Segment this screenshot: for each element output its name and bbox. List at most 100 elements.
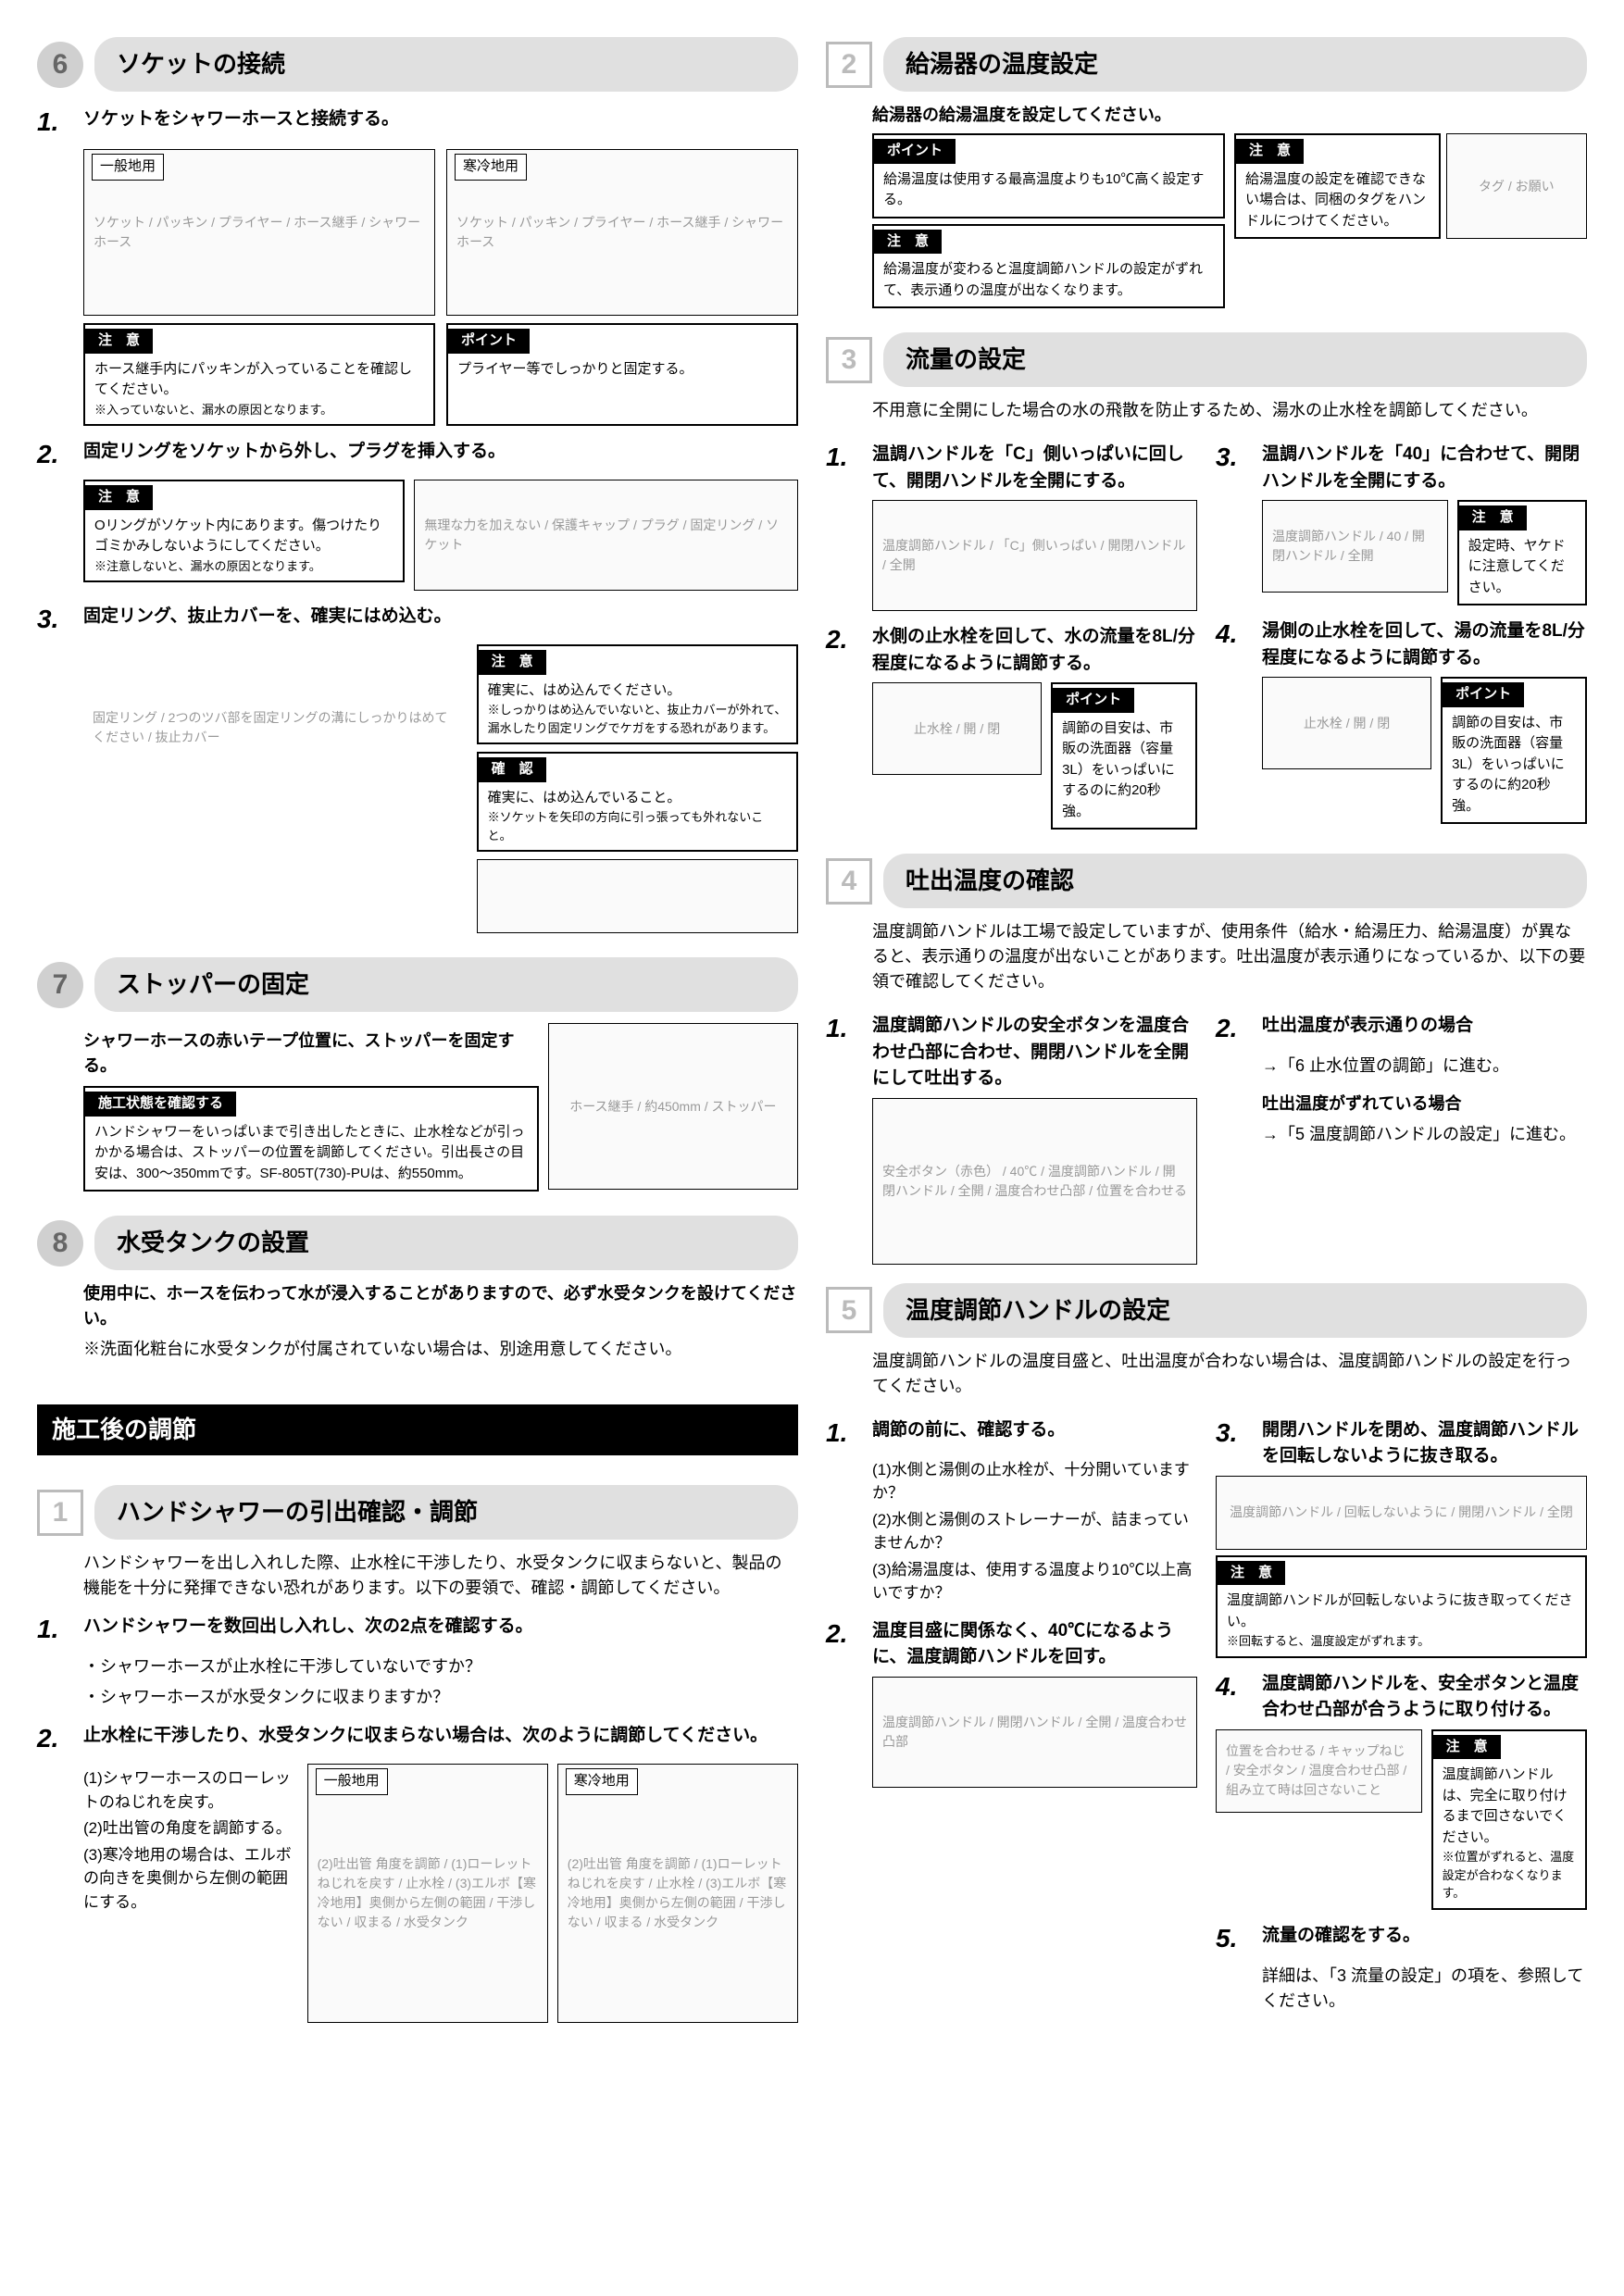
b1-1-num: 1.: [37, 1610, 74, 1649]
b1-intro: ハンドシャワーを出し入れした際、止水栓に干渉したり、水受タンクに収まらないと、製…: [83, 1551, 798, 1601]
section-7: 7 ストッパーの固定 シャワーホースの赤いテープ位置に、ストッパーを固定する。 …: [37, 957, 798, 1197]
adjust-3: 3 流量の設定 不用意に全開にした場合の水の飛散を防止するため、湯水の止水栓を調…: [826, 332, 1587, 835]
b1-diaA: 一般地用 (2)吐出管 角度を調節 / (1)ローレット ねじれを戻す / 止水…: [307, 1764, 548, 2023]
left-column: 6 ソケットの接続 1. ソケットをシャワーホースと接続する。 一般地用 ソケッ…: [37, 37, 798, 2028]
note-small: ※入っていないと、漏水の原因となります。: [94, 401, 424, 419]
note-text: 調節の目安は、市販の洗面器（容量3L）をいっぱいにするのに約20秒強。: [1452, 713, 1576, 817]
post-install-heading: 施工後の調節: [37, 1404, 798, 1455]
b2-text: 給湯器の給湯温度を設定してください。: [872, 103, 1587, 128]
adjust-1: 1 ハンドシャワーの引出確認・調節 ハンドシャワーを出し入れした際、止水栓に干渉…: [37, 1485, 798, 2028]
dia-label-cold: 寒冷地用: [455, 154, 527, 181]
b3-dia2: 止水栓 / 開 / 閉: [872, 682, 1042, 775]
b5-1-num: 1.: [826, 1414, 863, 1453]
b5-4-text: 温度調節ハンドルを、安全ボタンと温度合わせ凸部が合うように取り付ける。: [1262, 1667, 1587, 1724]
b3-dia4: 止水栓 / 開 / 閉: [1262, 677, 1431, 769]
dia-parts: 位置を合わせる / キャップねじ / 安全ボタン / 温度合わせ凸部 / 組み立…: [1226, 1741, 1412, 1800]
s6-dia3: 固定リング / 2つのツバ部を固定リングの溝にしっかりはめてください / 抜止カ…: [83, 644, 468, 811]
caution-tag: 注 意: [1218, 1561, 1285, 1586]
s6-dia-cold: 寒冷地用 ソケット / パッキン / プライヤー / ホース継手 / シャワーホ…: [446, 149, 798, 316]
b4-dia: 安全ボタン（赤色） / 40℃ / 温度調節ハンドル / 開閉ハンドル / 全開…: [872, 1098, 1197, 1265]
box-3-badge: 3: [826, 337, 872, 383]
s6-1-text: ソケットをシャワーホースと接続する。: [83, 103, 798, 142]
b3-3-num: 3.: [1216, 438, 1253, 494]
note-text: 設定時、ヤケドに注意してください。: [1468, 536, 1576, 599]
note-small: ※回転すると、温度設定がずれます。: [1227, 1632, 1576, 1651]
dia-parts: ソケット / パッキン / プライヤー / ホース継手 / シャワーホース: [94, 213, 425, 252]
b3-2-text: 水側の止水栓を回して、水の流量を8L/分程度になるように調節する。: [872, 620, 1197, 677]
right-column: 2 給湯器の温度設定 給湯器の給湯温度を設定してください。 ポイント 給湯温度は…: [826, 37, 1587, 2028]
b2-point: ポイント 給湯温度は使用する最高温度よりも10℃高く設定する。: [872, 133, 1225, 218]
b5-checklist: (1)水側と湯側の止水栓が、十分開いていますか？ (2)水側と湯側のストレーナー…: [872, 1458, 1197, 1605]
b1-1b: ・シャワーホースが水受タンクに収まりますか？: [83, 1685, 798, 1710]
b1-adj1: (1)シャワーホースのローレットのねじれを戻す。: [83, 1766, 298, 1814]
b4-intro: 温度調節ハンドルは工場で設定していますが、使用条件（給水・給湯圧力、給湯温度）が…: [872, 919, 1587, 994]
s6-dia2: 無理な力を加えない / 保護キャップ / プラグ / 固定リング / ソケット: [414, 480, 798, 591]
b4-2c: →「5 温度調節ハンドルの設定」に進む。: [1262, 1122, 1587, 1147]
s6-note3a: 注 意 確実に、はめ込んでください。 ※しっかりはめ込んでいないと、抜止カバーが…: [477, 644, 798, 744]
note-text: 給湯温度が変わると温度調節ハンドルの設定がずれて、表示通りの温度が出なくなります…: [883, 259, 1214, 301]
dia-label-general: 一般地用: [92, 154, 164, 181]
s8-text1: 使用中に、ホースを伝わって水が浸入することがありますので、必ず水受タンクを設けて…: [83, 1281, 798, 1331]
b5-3-num: 3.: [1216, 1414, 1253, 1470]
s6-point1: ポイント プライヤー等でしっかりと固定する。: [446, 323, 798, 426]
caution-tag: 注 意: [874, 230, 942, 255]
section-8-title: 水受タンクの設置: [94, 1216, 798, 1270]
b5-dia3: 温度調節ハンドル / 回転しないように / 開閉ハンドル / 全閉: [1216, 1476, 1587, 1550]
b1-1a: ・シャワーホースが止水栓に干渉していないですか？: [83, 1654, 798, 1679]
b1-adjust-list: (1)シャワーホースのローレットのねじれを戻す。 (2)吐出管の角度を調節する。…: [83, 1764, 298, 1916]
s8-text2: ※洗面化粧台に水受タンクが付属されていない場合は、別途用意してください。: [83, 1337, 798, 1362]
s6-2-num: 2.: [37, 435, 74, 474]
s6-dia-general: 一般地用 ソケット / パッキン / プライヤー / ホース継手 / シャワーホ…: [83, 149, 435, 316]
caution-tag: 注 意: [1459, 505, 1527, 530]
b5-chk3: (3)給湯温度は、使用する温度より10℃以上高いですか？: [872, 1558, 1197, 1605]
adjust-1-title: ハンドシャワーの引出確認・調節: [94, 1485, 798, 1540]
adjust-3-title: 流量の設定: [883, 332, 1587, 387]
note-text: 調節の目安は、市販の洗面器（容量3L）をいっぱいにするのに約20秒強。: [1062, 718, 1186, 823]
dia-parts: 温度調節ハンドル / 回転しないように / 開閉ハンドル / 全閉: [1230, 1503, 1573, 1522]
b1-adj2: (2)吐出管の角度を調節する。: [83, 1816, 298, 1841]
page: 6 ソケットの接続 1. ソケットをシャワーホースと接続する。 一般地用 ソケッ…: [37, 37, 1587, 2028]
caution-tag: 注 意: [85, 329, 153, 354]
b5-dia2: 温度調節ハンドル / 開閉ハンドル / 全開 / 温度合わせ凸部: [872, 1677, 1197, 1788]
b1-1-text: ハンドシャワーを数回出し入れし、次の2点を確認する。: [83, 1610, 798, 1649]
s6-2-text: 固定リングをソケットから外し、プラグを挿入する。: [83, 435, 798, 474]
step-8-badge: 8: [37, 1220, 83, 1267]
s6-note3b: 確 認 確実に、はめ込んでいること。 ※ソケットを矢印の方向に引っ張っても外れな…: [477, 752, 798, 852]
dia-parts: 無理な力を加えない / 保護キャップ / プラグ / 固定リング / ソケット: [424, 516, 788, 555]
dia-parts: 固定リング / 2つのツバ部を固定リングの溝にしっかりはめてください / 抜止カ…: [93, 708, 458, 747]
note-small: ※しっかりはめ込んでいないと、抜止カバーが外れて、漏水したり固定リングでケガをす…: [488, 701, 787, 737]
dia-parts: 安全ボタン（赤色） / 40℃ / 温度調節ハンドル / 開閉ハンドル / 全開…: [882, 1162, 1187, 1201]
confirm-tag: 確 認: [479, 757, 546, 782]
dia-parts: 温度調節ハンドル / 「C」側いっぱい / 開閉ハンドル / 全開: [882, 536, 1187, 575]
adjust-2-title: 給湯器の温度設定: [883, 37, 1587, 92]
b1-diaB: 寒冷地用 (2)吐出管 角度を調節 / (1)ローレット ねじれを戻す / 止水…: [557, 1764, 798, 2023]
dia-parts: 温度調節ハンドル / 40 / 開閉ハンドル / 全開: [1272, 527, 1438, 566]
b5-chk1: (1)水側と湯側の止水栓が、十分開いていますか？: [872, 1458, 1197, 1505]
dia-parts: (2)吐出管 角度を調節 / (1)ローレット ねじれを戻す / 止水栓 / (…: [568, 1854, 788, 1932]
b5-5a: 詳細は、「3 流量の設定」の項を、参照してください。: [1262, 1964, 1587, 2014]
dia-label: 寒冷地用: [566, 1768, 638, 1795]
adjust-4-title: 吐出温度の確認: [883, 854, 1587, 908]
point-tag: ポイント: [448, 329, 530, 354]
caution-tag: 注 意: [85, 485, 153, 510]
b4-1-num: 1.: [826, 1009, 863, 1092]
box-4-badge: 4: [826, 858, 872, 905]
b4-2b: 吐出温度がずれている場合: [1262, 1092, 1587, 1117]
caution-tag: 注 意: [1433, 1735, 1501, 1760]
b5-3-text: 開閉ハンドルを閉め、温度調節ハンドルを回転しないように抜き取る。: [1262, 1414, 1587, 1470]
s7-text: シャワーホースの赤いテープ位置に、ストッパーを固定する。: [83, 1029, 539, 1079]
s7-dia: ホース継手 / 約450mm / ストッパー: [548, 1023, 798, 1190]
b5-2-num: 2.: [826, 1615, 863, 1671]
b5-caution3: 注 意 温度調節ハンドルが回転しないように抜き取ってください。 ※回転すると、温…: [1216, 1555, 1587, 1658]
b3-2-num: 2.: [826, 620, 863, 677]
caution-tag: 注 意: [479, 650, 546, 675]
b2-caution1: 注 意 給湯温度が変わると温度調節ハンドルの設定がずれて、表示通りの温度が出なく…: [872, 224, 1225, 309]
note-small: ※ソケットを矢印の方向に引っ張っても外れないこと。: [488, 808, 787, 844]
b3-caution3: 注 意 設定時、ヤケドに注意してください。: [1457, 500, 1587, 605]
s6-note2: 注 意 Oリングがソケット内にあります。傷つけたりゴミかみしないようにしてくださ…: [83, 480, 405, 582]
dia-parts: 止水栓 / 開 / 閉: [914, 719, 1000, 739]
b5-intro: 温度調節ハンドルの温度目盛と、吐出温度が合わない場合は、温度調節ハンドルの設定を…: [872, 1349, 1587, 1399]
note-text: 温度調節ハンドルが回転しないように抜き取ってください。: [1227, 1591, 1576, 1632]
note-text: 給湯温度の設定を確認できない場合は、同梱のタグをハンドルにつけてください。: [1245, 169, 1430, 232]
step-7-badge: 7: [37, 962, 83, 1008]
